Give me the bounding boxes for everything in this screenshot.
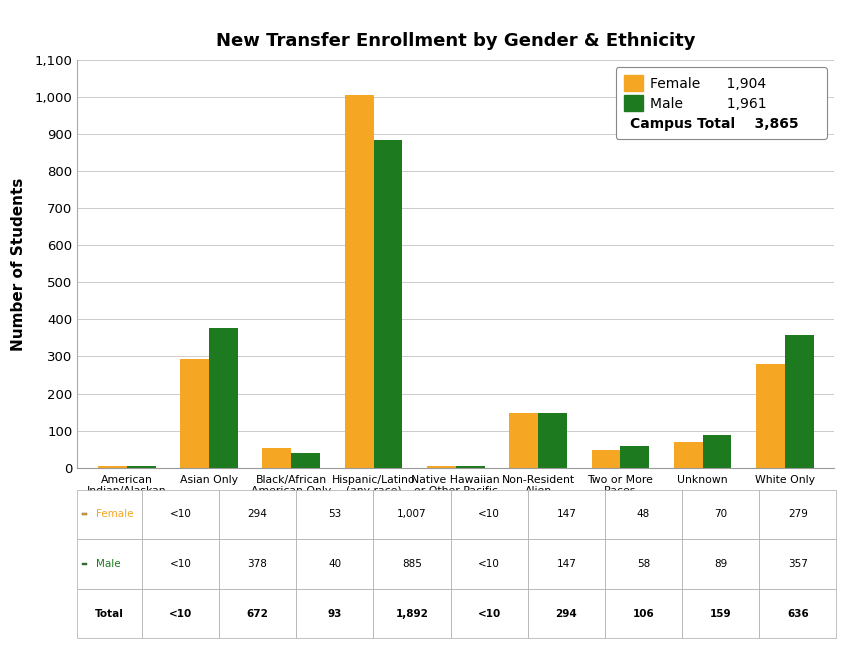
Text: 378: 378: [248, 559, 267, 569]
Bar: [673, 442, 703, 468]
Text: Female: Female: [96, 510, 134, 520]
Bar: [219, 539, 296, 589]
Text: 147: 147: [556, 510, 576, 520]
Text: <10: <10: [169, 559, 191, 569]
Bar: [456, 466, 484, 468]
Y-axis label: Number of Students: Number of Students: [11, 177, 27, 351]
Bar: [82, 563, 87, 565]
Bar: [142, 539, 219, 589]
Text: 636: 636: [787, 609, 808, 619]
Text: Female: Female: [0, 667, 1, 668]
Bar: [296, 490, 373, 539]
Bar: [682, 490, 759, 539]
Bar: [756, 364, 785, 468]
Bar: [77, 490, 142, 539]
Bar: [142, 490, 219, 539]
Bar: [427, 466, 456, 468]
Bar: [785, 335, 814, 468]
Bar: [605, 490, 682, 539]
Bar: [209, 327, 238, 468]
Bar: [703, 435, 731, 468]
Bar: [451, 490, 528, 539]
Bar: [451, 589, 528, 639]
Bar: [296, 539, 373, 589]
Bar: [451, 539, 528, 589]
Text: Total: Total: [95, 609, 124, 619]
Bar: [373, 539, 451, 589]
Title: New Transfer Enrollment by Gender & Ethnicity: New Transfer Enrollment by Gender & Ethn…: [216, 32, 696, 50]
Bar: [142, 589, 219, 639]
Text: 1,892: 1,892: [396, 609, 428, 619]
Text: 106: 106: [633, 609, 654, 619]
Text: 147: 147: [556, 559, 576, 569]
Legend: Female      1,904, Male          1,961, Campus Total    3,865: Female 1,904, Male 1,961, Campus Total 3…: [616, 67, 827, 139]
Text: <10: <10: [169, 510, 191, 520]
Bar: [126, 466, 156, 468]
Bar: [219, 490, 296, 539]
Bar: [77, 539, 142, 589]
Text: 294: 294: [248, 510, 267, 520]
Text: 40: 40: [329, 559, 341, 569]
Bar: [82, 513, 87, 516]
Bar: [759, 589, 837, 639]
Bar: [181, 359, 209, 468]
Bar: [77, 589, 142, 639]
Bar: [528, 589, 605, 639]
Text: 93: 93: [328, 609, 342, 619]
Bar: [262, 448, 292, 468]
Bar: [592, 450, 620, 468]
Text: Male: Male: [0, 667, 1, 668]
Bar: [605, 589, 682, 639]
Text: 279: 279: [788, 510, 808, 520]
Bar: [528, 490, 605, 539]
Bar: [98, 466, 126, 468]
Text: <10: <10: [478, 510, 500, 520]
Text: 58: 58: [637, 559, 650, 569]
Text: 672: 672: [247, 609, 268, 619]
Text: 70: 70: [714, 510, 728, 520]
Text: <10: <10: [169, 609, 192, 619]
Text: 48: 48: [637, 510, 650, 520]
Text: <10: <10: [478, 559, 500, 569]
Bar: [296, 589, 373, 639]
Bar: [292, 453, 320, 468]
Bar: [509, 413, 538, 468]
Text: 159: 159: [710, 609, 732, 619]
Text: 357: 357: [788, 559, 808, 569]
Bar: [759, 539, 837, 589]
Text: 53: 53: [328, 510, 341, 520]
Text: 89: 89: [714, 559, 728, 569]
Bar: [219, 589, 296, 639]
Text: 294: 294: [556, 609, 577, 619]
Bar: [605, 539, 682, 589]
Bar: [682, 539, 759, 589]
Bar: [373, 140, 402, 468]
Text: <10: <10: [477, 609, 501, 619]
Bar: [759, 490, 837, 539]
Bar: [528, 539, 605, 589]
Text: 1,007: 1,007: [397, 510, 427, 520]
Bar: [345, 95, 373, 468]
Text: Male: Male: [96, 559, 121, 569]
Bar: [682, 589, 759, 639]
Bar: [373, 589, 451, 639]
Text: 885: 885: [402, 559, 422, 569]
Bar: [538, 413, 567, 468]
Bar: [373, 490, 451, 539]
Bar: [620, 446, 649, 468]
